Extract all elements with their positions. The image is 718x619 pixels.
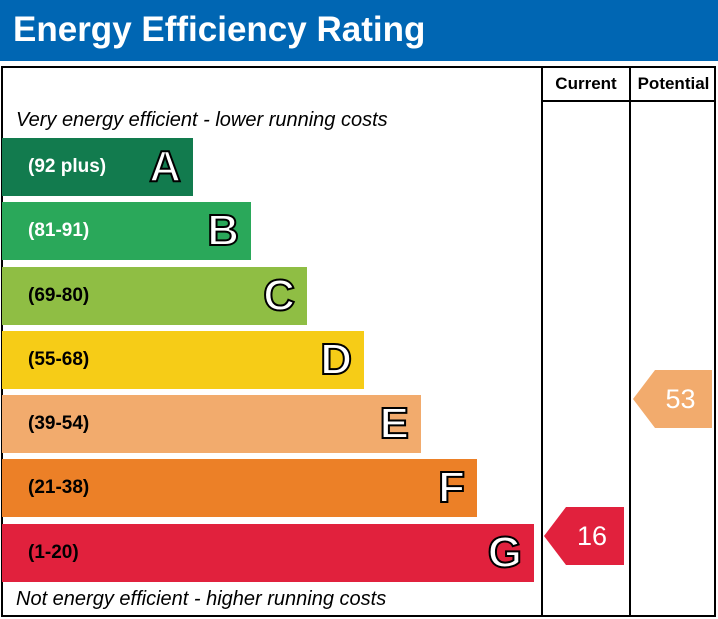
band-letter: D: [319, 334, 353, 385]
potential-marker-shape: [633, 370, 712, 428]
band-range-label: (21-38): [28, 477, 90, 498]
potential-rating-value: 53: [665, 384, 696, 414]
band-b: (81-91) B: [2, 202, 251, 260]
current-rating-value: 16: [576, 521, 608, 551]
potential-column-header: Potential: [637, 74, 710, 93]
band-letter: C: [262, 270, 296, 321]
band-c: (69-80) C: [2, 267, 307, 325]
band-range-label: (1-20): [28, 542, 79, 563]
header-bar: Energy Efficiency Rating: [0, 0, 718, 61]
band-f: (21-38) F: [2, 459, 477, 517]
band-g: (1-20) G: [2, 524, 534, 582]
current-rating-marker: 16: [544, 507, 624, 565]
bottom-caption: Not energy efficient - higher running co…: [16, 588, 387, 610]
band-letter: G: [487, 527, 523, 578]
current-column-header: Current: [555, 74, 617, 93]
band-range-label: (81-91): [28, 220, 90, 241]
band-e: (39-54) E: [2, 395, 421, 453]
header-row-divider: [541, 100, 716, 102]
band-range-label: (39-54): [28, 413, 90, 434]
top-caption: Very energy efficient - lower running co…: [16, 109, 388, 131]
band-letter: F: [437, 462, 466, 513]
column-divider-current: [541, 66, 543, 617]
band-letter: E: [379, 398, 410, 449]
band-letter: B: [206, 205, 240, 256]
band-range-label: (69-80): [28, 285, 90, 306]
page-title: Energy Efficiency Rating: [13, 10, 426, 49]
band-a: (92 plus) A: [2, 138, 193, 196]
column-divider-potential: [629, 66, 631, 617]
band-range-label: (55-68): [28, 349, 90, 370]
current-marker-shape: [544, 507, 624, 565]
band-range-label: (92 plus): [28, 156, 107, 177]
potential-rating-marker: 53: [633, 370, 712, 428]
band-d: (55-68) D: [2, 331, 364, 389]
band-letter: A: [148, 141, 182, 192]
